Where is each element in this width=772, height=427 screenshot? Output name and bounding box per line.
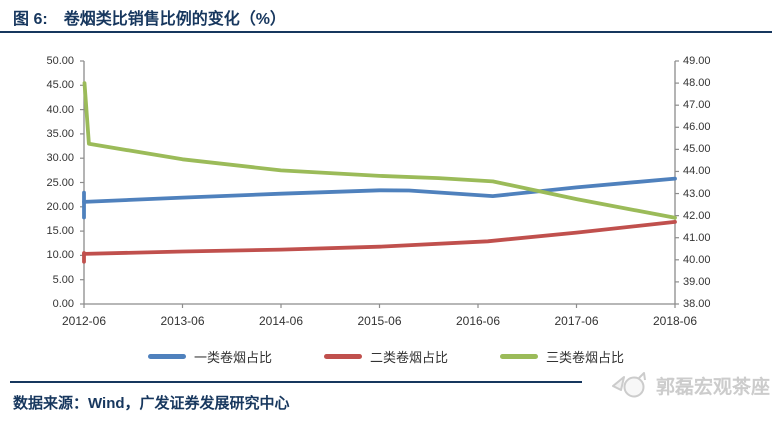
legend-swatch bbox=[147, 354, 186, 359]
legend-item: 三类卷烟占比 bbox=[500, 347, 624, 366]
x-axis-tick-label: 2012-06 bbox=[61, 314, 107, 328]
brand-name-text: 郭磊宏观茶座 bbox=[655, 376, 770, 398]
footer-divider bbox=[10, 381, 764, 383]
y-axis-left-tick-label: 30.00 bbox=[46, 152, 74, 165]
legend-item: 一类卷烟占比 bbox=[147, 347, 272, 366]
legend-label: 二类卷烟占比 bbox=[369, 350, 448, 365]
figure-title: 图 6: 卷烟类比销售比例的变化（%） bbox=[13, 5, 286, 29]
y-axis-left-tick-label: 0.00 bbox=[52, 298, 74, 310]
y-axis-right-tick-label: 39.00 bbox=[683, 275, 711, 288]
y-axis-right-tick-label: 49.00 bbox=[683, 55, 711, 67]
series-line bbox=[82, 176, 677, 204]
legend-item: 二类卷烟占比 bbox=[323, 347, 448, 366]
title-divider bbox=[0, 31, 772, 33]
y-axis-left-tick-label: 10.00 bbox=[46, 249, 74, 262]
x-axis-tick-label: 2016-06 bbox=[455, 314, 501, 328]
y-axis-left-tick-label: 50.00 bbox=[46, 55, 74, 67]
bird-logo-icon bbox=[611, 372, 646, 398]
y-axis-left-tick-label: 20.00 bbox=[46, 200, 74, 213]
series-line bbox=[82, 81, 677, 220]
legend-label: 三类卷烟占比 bbox=[546, 350, 625, 365]
x-axis-tick-label: 2018-06 bbox=[652, 314, 698, 328]
y-axis-left-tick-label: 25.00 bbox=[46, 176, 74, 189]
y-axis-right-tick-label: 43.00 bbox=[683, 187, 711, 200]
x-axis-tick-label: 2013-06 bbox=[160, 314, 205, 328]
figure-number-label: 图 6: bbox=[13, 11, 48, 28]
y-axis-right-tick-label: 47.00 bbox=[683, 99, 711, 112]
brand-watermark: 郭磊宏观茶座 bbox=[582, 365, 770, 405]
x-axis-tick-label: 2014-06 bbox=[258, 314, 304, 328]
y-axis-right-tick-label: 41.00 bbox=[683, 231, 711, 244]
y-axis-right-tick-label: 48.00 bbox=[683, 77, 711, 90]
y-axis-left-tick-label: 40.00 bbox=[46, 103, 74, 116]
x-axis-tick-label: 2017-06 bbox=[554, 314, 599, 328]
y-axis-right-tick-label: 40.00 bbox=[683, 253, 711, 266]
y-axis-right-tick-label: 45.00 bbox=[683, 143, 711, 156]
figure-title-text: 卷烟类比销售比例的变化（%） bbox=[63, 11, 286, 28]
series-line bbox=[82, 219, 677, 256]
legend-swatch bbox=[323, 354, 362, 359]
y-axis-left-tick-label: 35.00 bbox=[46, 127, 74, 140]
y-axis-left-tick-label: 45.00 bbox=[46, 79, 74, 92]
data-source-text: 数据来源：Wind，广发证券发展研究中心 bbox=[13, 395, 290, 412]
y-axis-left-tick-label: 15.00 bbox=[46, 225, 74, 238]
y-axis-right-tick-label: 38.00 bbox=[683, 298, 711, 310]
y-axis-right-tick-label: 46.00 bbox=[683, 121, 711, 134]
x-axis-tick-label: 2015-06 bbox=[357, 314, 402, 328]
y-axis-left-tick-label: 5.00 bbox=[52, 273, 74, 286]
chart-legend: 一类卷烟占比 二类卷烟占比 三类卷烟占比 bbox=[0, 347, 772, 366]
legend-label: 一类卷烟占比 bbox=[193, 350, 272, 365]
legend-swatch bbox=[500, 354, 538, 359]
y-axis-right-tick-label: 42.00 bbox=[683, 209, 711, 222]
y-axis-right-tick-label: 44.00 bbox=[683, 165, 711, 178]
